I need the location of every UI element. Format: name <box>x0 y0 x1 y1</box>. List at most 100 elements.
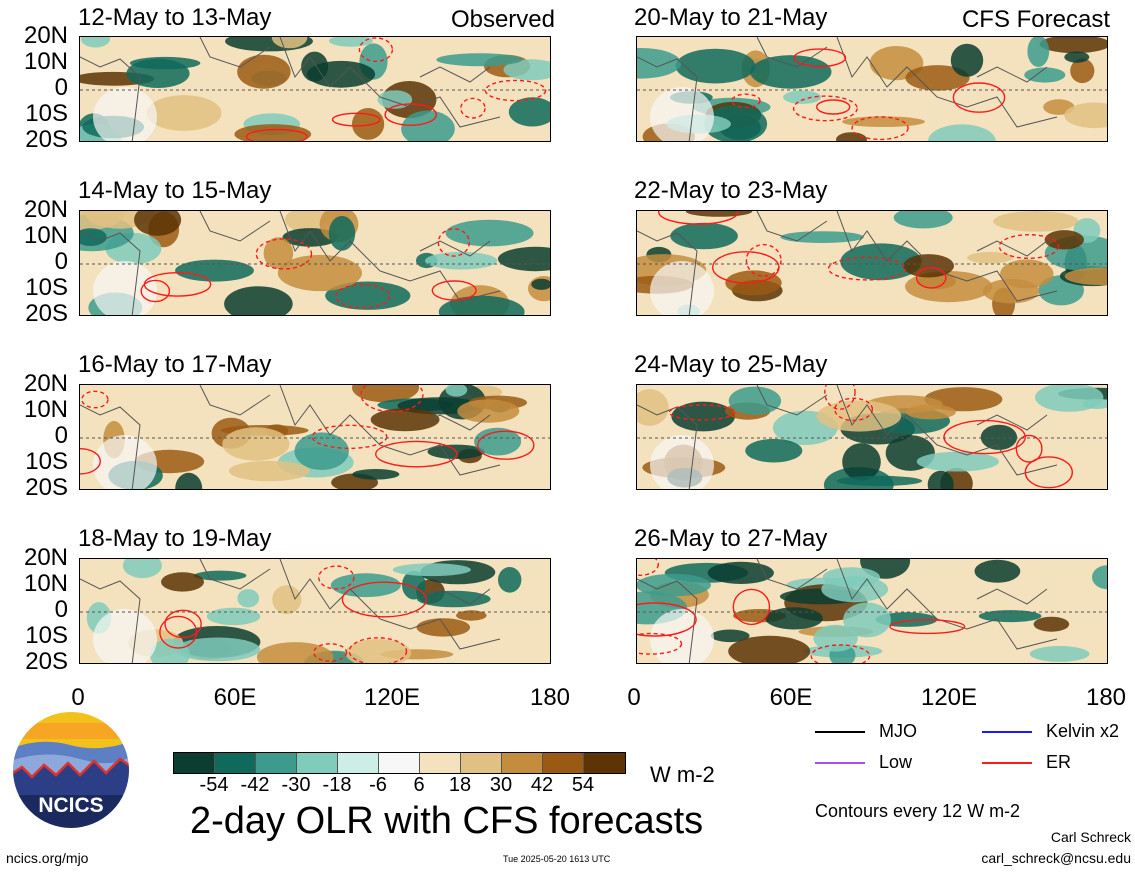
er-contour <box>341 581 427 618</box>
olr-anomaly-blob <box>927 470 954 489</box>
panel-title-1: 12-May to 13-May <box>78 4 272 31</box>
colorbar-label: 30 <box>489 774 513 796</box>
panel-title-2: 14-May to 15-May <box>78 177 272 204</box>
lon-tick-label: 180 <box>1085 684 1127 711</box>
colorbar-label: 42 <box>530 774 554 796</box>
lat-tick-label: 10S <box>25 622 68 649</box>
olr-anomaly-blob <box>161 572 204 592</box>
lat-tick-label: 10S <box>25 448 68 475</box>
olr-anomaly-blob <box>821 576 889 603</box>
footer-author: Carl Schreck <box>1050 829 1131 845</box>
er-contour <box>815 99 851 115</box>
er-contour <box>81 390 109 409</box>
legend-label: Kelvin x2 <box>1046 721 1120 741</box>
er-contour <box>484 79 547 102</box>
legend-swatch <box>982 731 1032 734</box>
neutral-region <box>650 87 714 141</box>
map-panel-6 <box>636 210 1108 316</box>
olr-anomaly-blob <box>840 243 922 281</box>
panel-title-3: 16-May to 17-May <box>78 351 272 378</box>
er-contour <box>245 128 308 141</box>
olr-anomaly-blob <box>237 589 260 608</box>
olr-anomaly-blob <box>345 639 412 663</box>
olr-anomaly-blob <box>710 629 750 643</box>
er-contour <box>792 95 858 122</box>
olr-anomaly-blob <box>750 55 832 89</box>
chart-title: 2-day OLR with CFS forecasts <box>190 800 704 842</box>
olr-anomaly-blob <box>903 254 954 278</box>
er-contour <box>164 609 202 639</box>
olr-anomaly-blob <box>836 475 923 486</box>
ncics-logo: NCICS <box>11 710 131 830</box>
neutral-region <box>650 435 714 489</box>
olr-anomaly-blob <box>978 610 1042 623</box>
lon-tick-label: 0 <box>71 684 85 711</box>
neutral-region <box>650 261 714 315</box>
er-contour <box>477 430 535 460</box>
er-contour <box>998 234 1060 260</box>
contour-note: Contours every 12 W m-2 <box>815 801 1021 821</box>
units-label: W m-2 <box>650 762 715 787</box>
lat-tick-label: 10S <box>25 100 68 127</box>
olr-anomaly-blob <box>436 53 523 67</box>
olr-anomaly-blob <box>675 48 756 84</box>
olr-anomaly-blob <box>80 37 111 48</box>
colorbar-label: 54 <box>571 774 595 796</box>
olr-anomaly-blob <box>122 559 162 579</box>
coastline <box>637 559 1058 663</box>
footer-url[interactable]: ncics.org/mjo <box>6 850 89 866</box>
er-contour <box>384 103 438 127</box>
neutral-region <box>93 261 157 315</box>
map-panel-4 <box>79 558 551 664</box>
coastline <box>637 37 1058 141</box>
olr-anomaly-blob <box>1039 37 1107 54</box>
lat-tick-label: 20N <box>23 22 68 49</box>
lon-tick-label: 120E <box>363 684 421 711</box>
olr-anomaly-blob <box>392 563 471 577</box>
olr-anomaly-blob <box>783 90 822 104</box>
colorbar-segment <box>584 753 625 773</box>
er-contour <box>810 644 871 663</box>
er-contour <box>311 424 388 449</box>
colorbar-segment <box>297 753 338 773</box>
er-contour <box>952 82 1006 113</box>
er-contour <box>827 256 907 281</box>
olr-anomaly-blob <box>224 286 293 315</box>
olr-anomaly-blob <box>924 387 1003 412</box>
er-contour <box>437 228 470 257</box>
olr-anomaly-blob <box>974 559 1021 583</box>
olr-anomaly-blob <box>1029 646 1090 662</box>
lat-tick-label: 10N <box>23 222 68 249</box>
lat-tick-label: 20S <box>25 126 68 153</box>
er-contour <box>851 116 909 141</box>
olr-anomaly-blob <box>306 60 376 88</box>
lat-tick-label: 20N <box>23 196 68 223</box>
olr-anomaly-blob <box>928 124 996 141</box>
lat-tick-label: 10N <box>23 48 68 75</box>
er-contour <box>360 385 424 413</box>
olr-anomaly-blob <box>637 573 711 597</box>
map-svg <box>637 37 1107 141</box>
logo-text: NCICS <box>38 794 103 817</box>
olr-anomaly-blob <box>256 642 334 663</box>
er-contour <box>637 559 659 576</box>
lon-tick-label: 120E <box>920 684 978 711</box>
olr-anomaly-blob <box>1070 58 1095 84</box>
footer-email[interactable]: carl_schreck@ncsu.edu <box>981 850 1131 866</box>
map-svg <box>637 211 1107 315</box>
olr-anomaly-blob <box>237 54 291 89</box>
legend-label: ER <box>1046 752 1072 772</box>
olr-anomaly-blob <box>704 105 768 141</box>
er-contour <box>374 440 458 468</box>
olr-anomaly-blob <box>993 211 1079 232</box>
map-svg <box>80 37 550 141</box>
colorbar-segment <box>256 753 297 773</box>
olr-anomaly-blob <box>1064 51 1090 63</box>
olr-anomaly-blob <box>456 610 487 621</box>
forecast-label: CFS Forecast <box>961 6 1110 33</box>
er-contour <box>1015 434 1043 463</box>
olr-anomaly-blob <box>843 602 891 638</box>
map-svg <box>80 385 550 489</box>
olr-anomaly-blob <box>1000 259 1054 289</box>
er-contour <box>348 637 408 663</box>
